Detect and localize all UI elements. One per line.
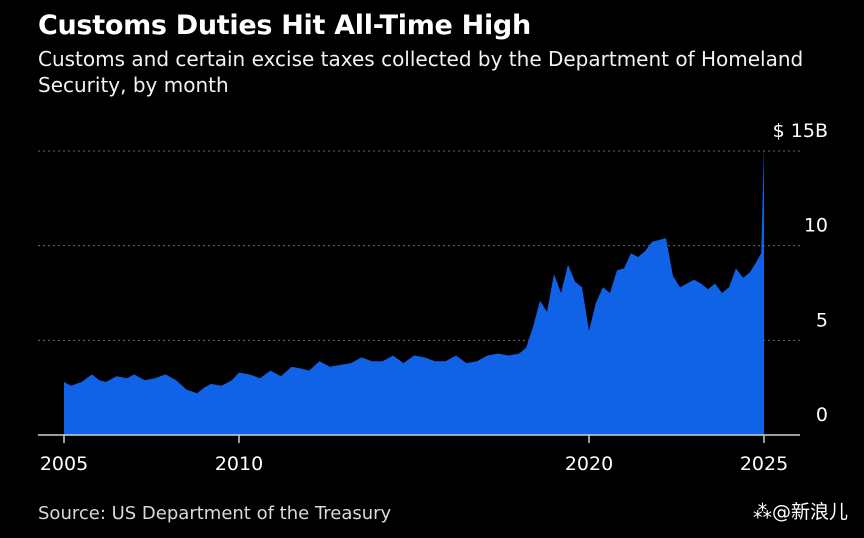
area-fill (64, 145, 764, 436)
x-tick-label: 2025 (740, 453, 788, 475)
chart-subtitle: Customs and certain excise taxes collect… (38, 47, 804, 97)
x-tick-label: 2010 (215, 453, 263, 475)
y-tick-label: 10 (804, 215, 828, 237)
x-axis: 2005 2010 2020 2025 (38, 434, 800, 475)
source-note: Source: US Department of the Treasury (38, 503, 392, 524)
chart-title: Customs Duties Hit All-Time High (38, 10, 531, 41)
y-tick-label: 5 (816, 309, 828, 331)
y-axis-labels: 0 5 10 $ 15B (773, 120, 828, 426)
area-series (64, 145, 764, 436)
watermark: ⁂@新浪儿 (752, 501, 848, 523)
y-tick-label: $ 15B (773, 120, 828, 142)
y-tick-label: 0 (816, 404, 828, 426)
x-tick-label: 2005 (40, 453, 88, 475)
x-tick-label: 2020 (565, 453, 613, 475)
